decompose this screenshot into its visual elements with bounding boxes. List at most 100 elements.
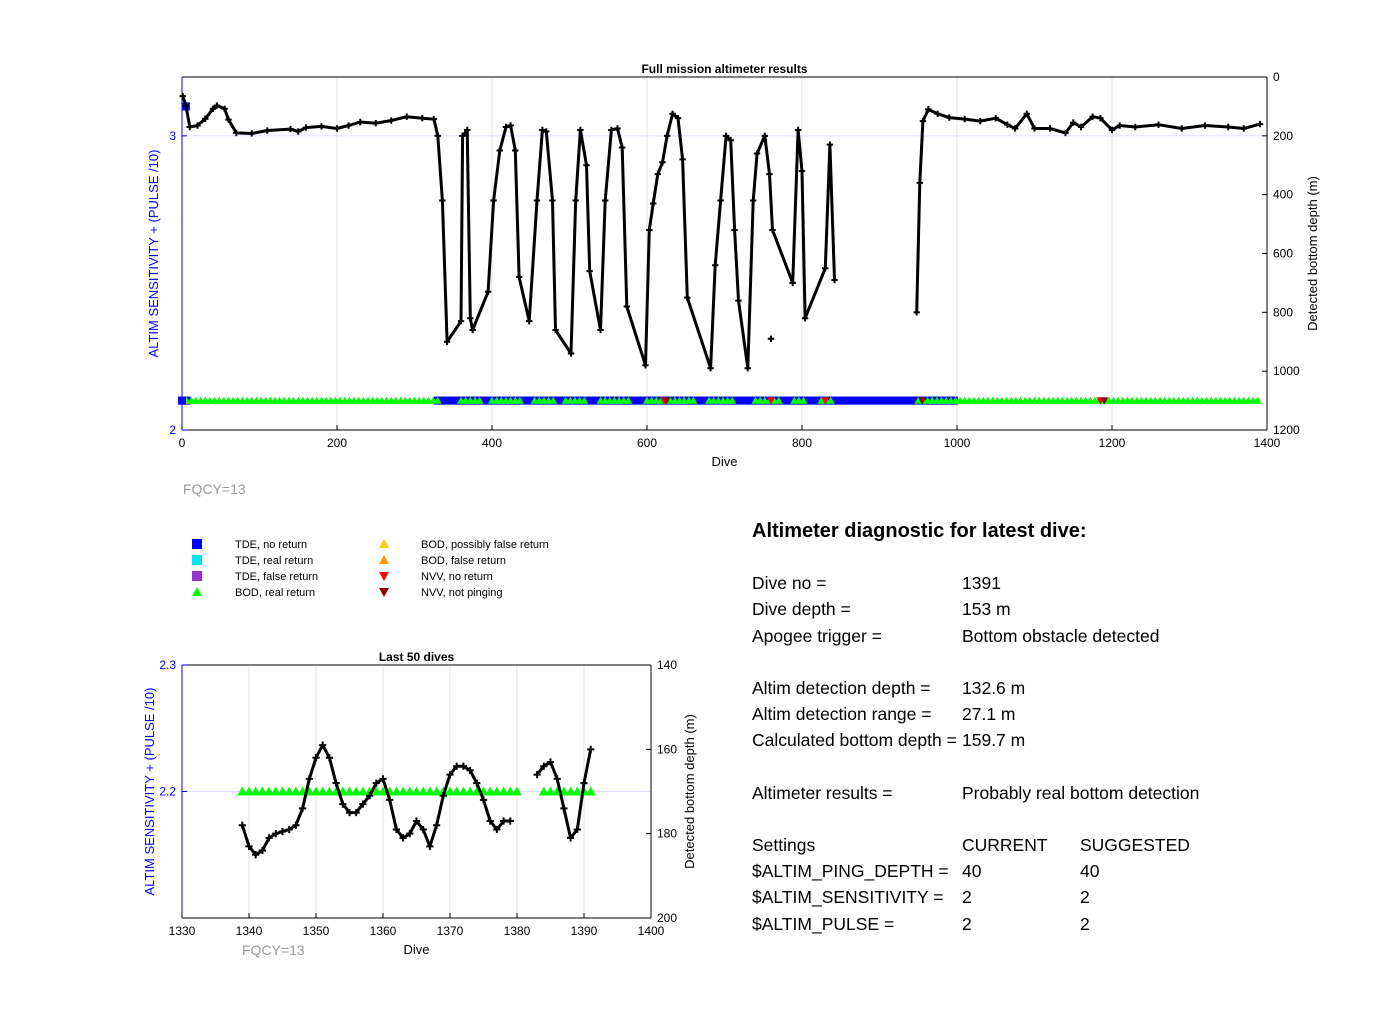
legend-label: BOD, real return (235, 587, 315, 599)
status-marker (431, 786, 442, 796)
depth-point (580, 779, 588, 787)
x-tick-label: 1400 (1254, 436, 1281, 450)
depth-point (712, 262, 719, 269)
depth-point (1155, 121, 1162, 128)
depth-point (248, 130, 255, 137)
status-marker (838, 396, 847, 405)
dive-depth-row: Dive depth = 153 m (752, 596, 1087, 622)
detection-depth-label: Altim detection depth = (752, 677, 931, 698)
depth-point (567, 834, 575, 842)
status-marker (866, 396, 875, 405)
status-marker (244, 786, 254, 796)
status-marker (826, 396, 835, 404)
depth-point (238, 821, 246, 829)
depth-point (663, 132, 671, 140)
depth-point (386, 796, 394, 804)
depth-point (209, 105, 217, 112)
depth-point (727, 137, 734, 144)
x-tick-label: 1350 (303, 924, 330, 938)
depth-point (213, 102, 221, 109)
status-marker (451, 786, 462, 796)
setting-current: 2 (962, 887, 972, 908)
depth-outlier-point (767, 335, 775, 343)
depth-point (659, 159, 666, 166)
depth-point (1089, 113, 1096, 120)
depth-point (457, 317, 465, 325)
depth-point (194, 122, 201, 129)
calculated-depth-value: 159.7 m (962, 730, 1026, 751)
depth-point (1004, 121, 1011, 128)
depth-point (587, 745, 595, 753)
status-marker (767, 397, 775, 405)
setting-name: $ALTIM_PING_DEPTH = (752, 861, 949, 882)
depth-point (225, 116, 232, 123)
depth-point (992, 114, 999, 122)
depth-point (1070, 119, 1077, 126)
status-marker (847, 396, 856, 405)
chart-title: Full mission altimeter results (641, 62, 807, 76)
status-marker (549, 396, 558, 404)
marker-layer (178, 102, 1262, 405)
legend-label: TDE, false return (235, 571, 318, 583)
status-marker (731, 396, 740, 405)
depth-point (484, 288, 492, 295)
status-marker (411, 786, 422, 796)
depth-point (1011, 125, 1019, 132)
depth-point (679, 156, 686, 163)
depth-point (919, 117, 927, 125)
status-marker (404, 786, 415, 796)
depth-point (372, 119, 379, 127)
depth-point (357, 118, 364, 126)
depth-point (467, 315, 474, 322)
status-marker (505, 786, 516, 796)
depth-point (345, 122, 352, 129)
depth-point (1240, 125, 1247, 132)
status-marker (694, 396, 703, 405)
depth-point (333, 125, 341, 132)
depth-point (446, 771, 454, 779)
legend-marker (379, 572, 389, 581)
depth-point (221, 105, 228, 112)
detection-range-label: Altim detection range = (752, 704, 932, 725)
status-marker (698, 396, 707, 405)
status-marker (545, 786, 556, 796)
status-marker (443, 396, 452, 405)
depth-point (299, 804, 307, 812)
settings-header-row: Settings CURRENT SUGGESTED (752, 832, 1190, 858)
status-marker (351, 786, 362, 796)
x-tick-label: 0 (179, 436, 186, 450)
depth-point (798, 167, 806, 175)
depth-point (731, 226, 738, 234)
x-axis-label: Dive (403, 942, 429, 957)
legend-label: TDE, real return (235, 555, 313, 567)
depth-point (553, 775, 561, 783)
depth-point (674, 114, 682, 122)
depth-point (577, 126, 584, 134)
fqcy-label-bottom: FQCY=13 (242, 942, 305, 958)
status-marker (178, 396, 186, 405)
depth-point (459, 762, 467, 770)
x-tick-label: 600 (637, 436, 657, 450)
calculated-depth-row: Calculated bottom depth = 159.7 m (752, 727, 1087, 753)
status-marker (833, 396, 842, 405)
depth-point (560, 804, 568, 812)
status-marker (568, 396, 577, 405)
status-marker (842, 396, 851, 405)
x-tick-label: 1200 (1099, 436, 1126, 450)
depth-point (539, 126, 546, 134)
depth-point (252, 851, 260, 859)
status-marker (465, 786, 476, 796)
depth-point (549, 197, 556, 204)
legend-marker (379, 539, 389, 548)
status-marker (250, 786, 261, 796)
depth-point (533, 197, 541, 204)
status-marker (512, 786, 522, 796)
x-tick-label: 1370 (437, 924, 464, 938)
depth-point (1116, 122, 1123, 129)
status-marker (573, 396, 582, 405)
x-tick-label: 1390 (571, 924, 598, 938)
y-right-tick-label: 200 (657, 911, 677, 925)
status-marker (689, 396, 698, 404)
depth-point (388, 117, 395, 124)
